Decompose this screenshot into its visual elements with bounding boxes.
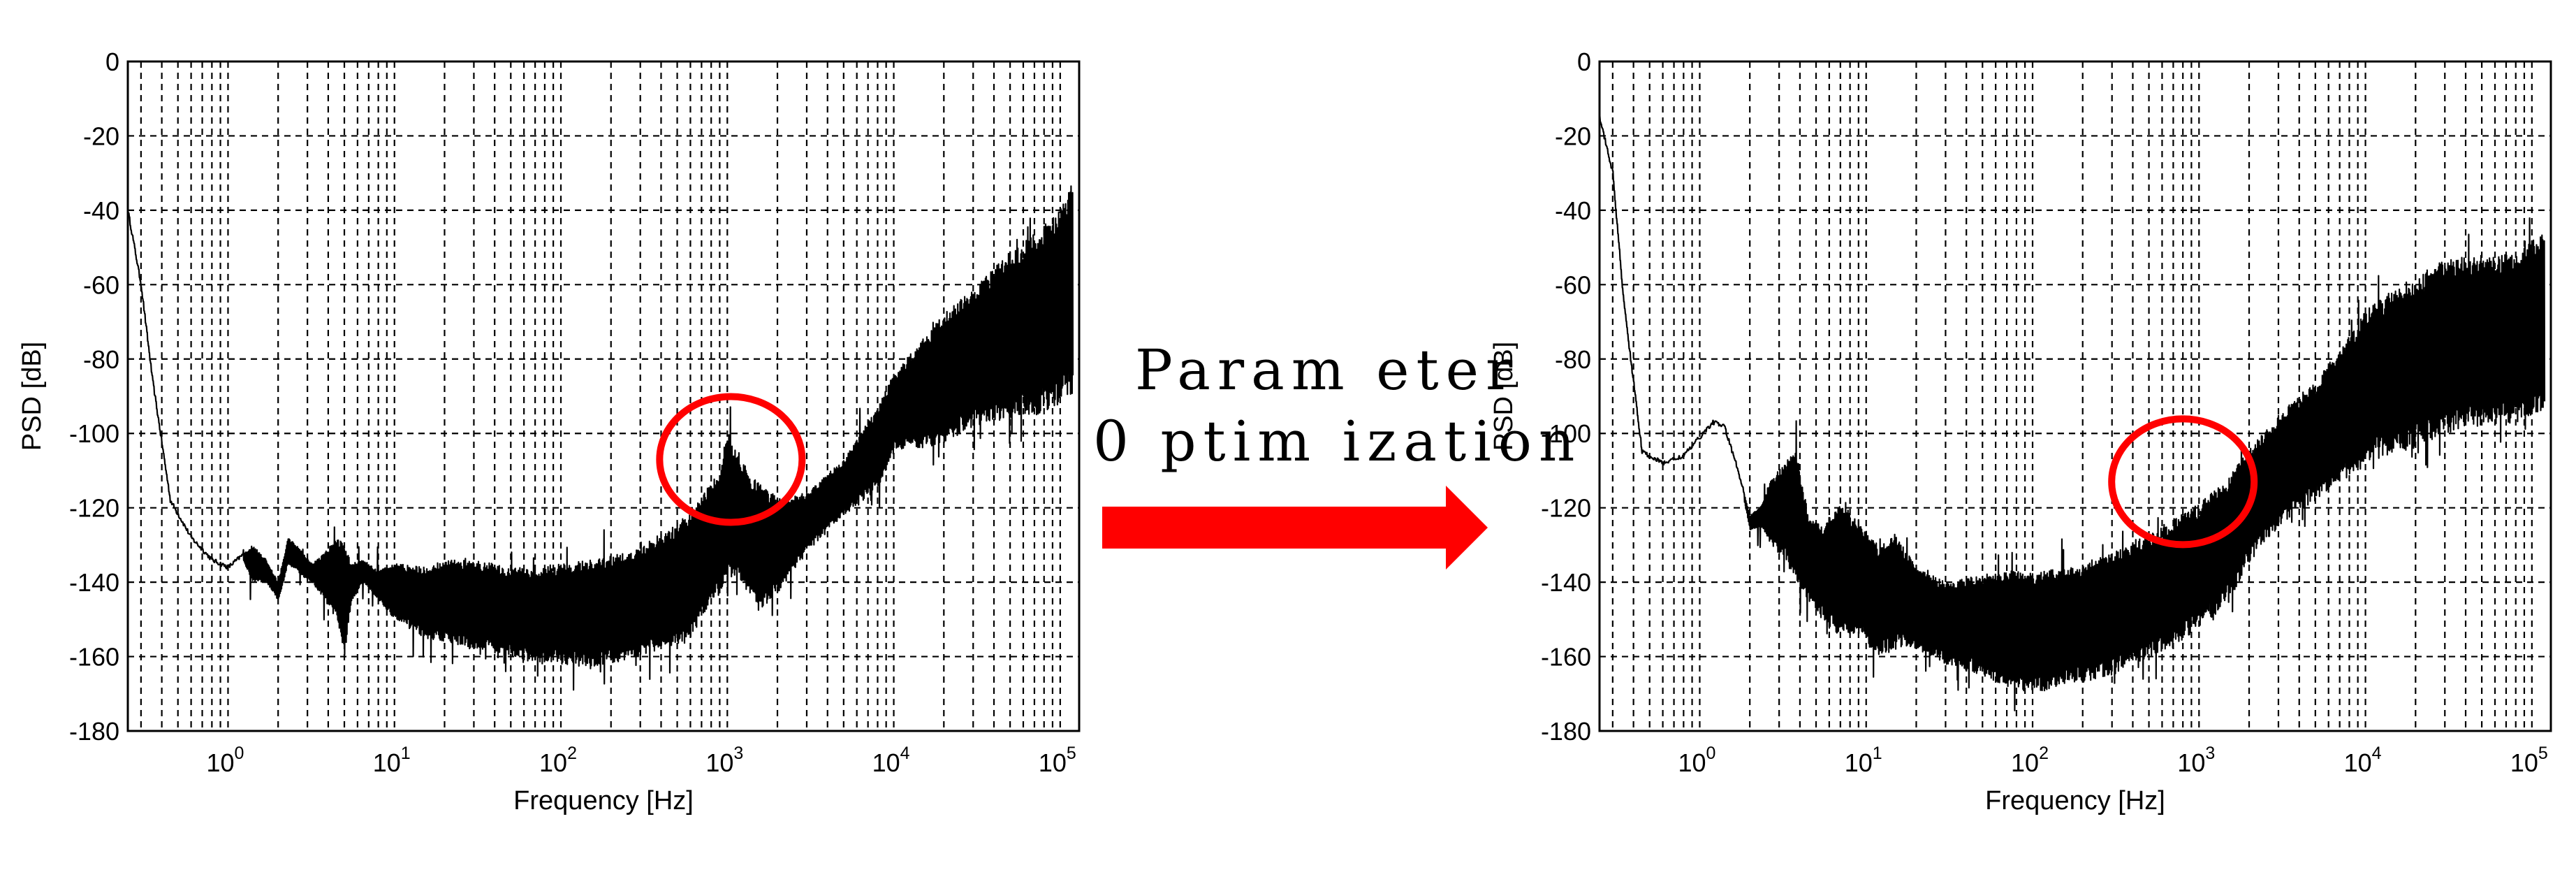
x-tick-label: 102 <box>539 744 577 777</box>
x-tick-label: 105 <box>2510 744 2548 777</box>
y-tick-label: -20 <box>1555 122 1591 150</box>
x-axis-label: Frequency [Hz] <box>1985 786 2165 816</box>
x-tick-label: 103 <box>705 744 743 777</box>
x-tick-label: 104 <box>872 744 910 777</box>
axes-frame <box>126 60 1081 732</box>
psd-series-line <box>1599 115 2546 711</box>
x-tick-label: 101 <box>1845 744 1882 777</box>
y-tick-label: -120 <box>69 494 119 523</box>
y-tick-label: -120 <box>1541 494 1591 523</box>
highlight-circle <box>2108 415 2258 549</box>
psd-chart-before: 0 -20 -40 -60 -80 -100 -120 -140 -160 -180 100 101 1… <box>17 48 1081 816</box>
y-tick-label: -80 <box>83 345 119 374</box>
y-tick-label: -60 <box>1555 270 1591 299</box>
y-tick-label: -180 <box>69 717 119 746</box>
x-tick-label: 100 <box>206 744 244 777</box>
y-tick-label: -60 <box>83 270 119 299</box>
y-tick-label: -80 <box>1555 345 1591 374</box>
y-tick-label: 0 <box>105 48 119 76</box>
x-tick-label: 100 <box>1678 744 1715 777</box>
y-tick-label: -160 <box>1541 643 1591 672</box>
y-axis-label: PSD [dB] <box>1489 342 1518 451</box>
y-tick-label: -100 <box>69 419 119 448</box>
x-tick-label: 103 <box>2177 744 2215 777</box>
y-tick-label: -40 <box>83 196 119 225</box>
x-tick-label: 104 <box>2344 744 2382 777</box>
y-tick-label: -40 <box>1555 196 1591 225</box>
y-axis-label: PSD [dB] <box>17 342 47 451</box>
psd-chart-after: 0 -20 -40 -60 -80 -100 -120 -140 -160 -180 100 101 1… <box>1489 48 2552 816</box>
right-arrow-icon <box>1102 486 1488 570</box>
x-axis-label: Frequency [Hz] <box>513 786 694 816</box>
x-tick-label: 102 <box>2011 744 2049 777</box>
y-tick-label: -20 <box>83 122 119 150</box>
highlight-circle <box>656 393 806 526</box>
y-tick-label: -140 <box>1541 568 1591 597</box>
annotation-line-1: Param eter <box>1135 338 1520 403</box>
x-tick-label: 105 <box>1039 744 1076 777</box>
x-tick-label: 101 <box>373 744 411 777</box>
axes-frame <box>1598 60 2552 732</box>
psd-series-line <box>127 185 1074 691</box>
y-tick-label: -140 <box>69 568 119 597</box>
y-tick-label: -180 <box>1541 717 1591 746</box>
annotation-line-2: 0 ptim ization <box>1093 409 1582 474</box>
y-tick-label: -160 <box>69 643 119 672</box>
y-tick-label: 0 <box>1577 48 1591 76</box>
y-tick-label: -100 <box>1541 419 1591 448</box>
